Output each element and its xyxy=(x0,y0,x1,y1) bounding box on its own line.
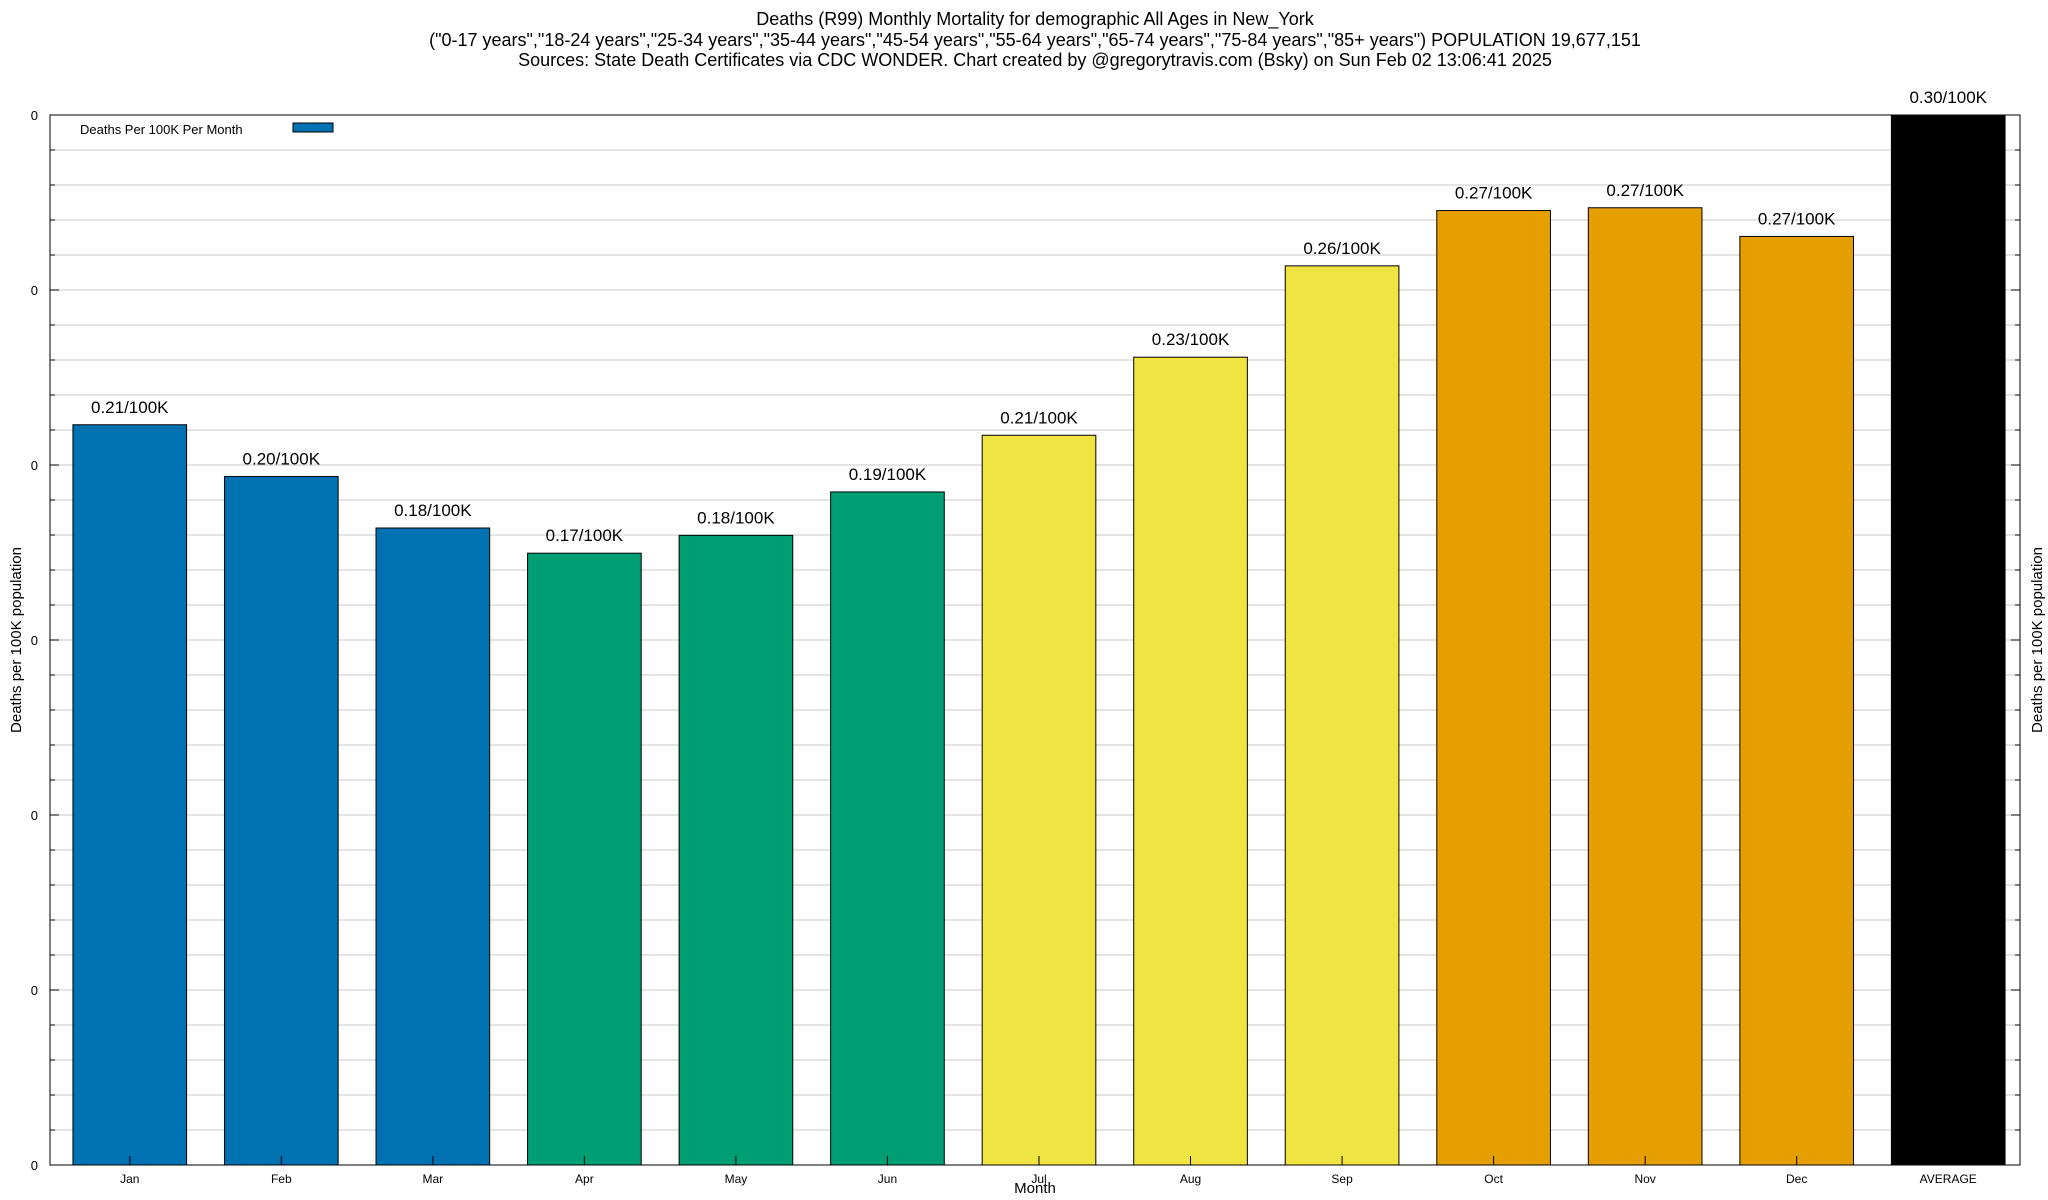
x-tick-label: Feb xyxy=(271,1172,292,1186)
title-line-1: Deaths (R99) Monthly Mortality for demog… xyxy=(756,9,1315,30)
y-tick-label: 0 xyxy=(31,283,38,298)
data-label: 0.23/100K xyxy=(1152,330,1230,349)
bar-average xyxy=(1890,114,2006,1166)
data-label: 0.27/100K xyxy=(1455,184,1533,203)
x-axis-ticks: Jan Feb Mar Apr May Jun Jul Aug Sep Oct Nov Dec AVER… xyxy=(120,1156,1977,1186)
x-axis-title: Month xyxy=(1014,1180,1056,1197)
x-tick-label: Aug xyxy=(1180,1172,1201,1186)
x-tick-label: Sep xyxy=(1331,1172,1353,1186)
x-tick-label: Apr xyxy=(575,1172,594,1186)
x-tick-label: Jan xyxy=(120,1172,139,1186)
bars xyxy=(72,114,2006,1166)
bar-oct xyxy=(1436,210,1551,1166)
y-tick-label: 0 xyxy=(31,108,38,123)
x-tick-label: Oct xyxy=(1484,1172,1503,1186)
data-label: 0.26/100K xyxy=(1303,239,1381,258)
data-label: 0.20/100K xyxy=(243,450,321,469)
x-tick-label: Mar xyxy=(423,1172,444,1186)
bar-jul xyxy=(981,434,1097,1166)
bar-dec xyxy=(1739,235,1855,1166)
x-tick-label: May xyxy=(725,1172,748,1186)
bar-jan xyxy=(72,424,188,1166)
chart-title: Deaths (R99) Monthly Mortality for demog… xyxy=(429,9,1641,70)
x-tick-label: Jun xyxy=(878,1172,897,1186)
x-tick-label: Jul xyxy=(1031,1172,1046,1186)
bar-data-labels: 0.21/100K 0.20/100K 0.18/100K 0.17/100K 0.18… xyxy=(91,88,1988,545)
data-label: 0.21/100K xyxy=(91,398,169,417)
bar-apr xyxy=(527,552,642,1166)
data-label: 0.18/100K xyxy=(394,501,472,520)
bar-aug xyxy=(1133,356,1248,1166)
title-line-3: Sources: State Death Certificates via CD… xyxy=(518,50,1552,70)
bar-may xyxy=(678,534,794,1166)
bar-feb xyxy=(223,476,339,1166)
y-tick-label: 0 xyxy=(31,808,38,823)
y-tick-label: 0 xyxy=(31,983,38,998)
y-axis-title-right: Deaths per 100K population xyxy=(2029,547,2046,733)
x-tick-label: AVERAGE xyxy=(1920,1172,1977,1186)
y-tick-label: 0 xyxy=(31,458,38,473)
data-label: 0.21/100K xyxy=(1000,408,1078,427)
data-label: 0.18/100K xyxy=(697,508,775,527)
y-axis-title-left: Deaths per 100K population xyxy=(8,547,25,733)
axis-titles: Month Deaths per 100K population Deaths pe… xyxy=(8,547,2046,1197)
x-tick-label: Nov xyxy=(1634,1172,1655,1186)
bar-mar xyxy=(375,527,491,1166)
x-tick-label: Dec xyxy=(1786,1172,1807,1186)
bar-nov xyxy=(1587,207,1703,1166)
data-label: 0.27/100K xyxy=(1758,209,1836,228)
legend-label: Deaths Per 100K Per Month xyxy=(80,122,243,137)
legend: Deaths Per 100K Per Month xyxy=(80,122,334,137)
y-axis-ticks: 0 0 0 0 0 0 0 xyxy=(31,108,2020,1173)
data-label: 0.27/100K xyxy=(1606,181,1684,200)
y-tick-label: 0 xyxy=(31,1158,38,1173)
title-line-2: ("0-17 years","18-24 years","25-34 years… xyxy=(429,30,1641,50)
data-label: 0.19/100K xyxy=(849,465,927,484)
data-label: 0.30/100K xyxy=(1909,88,1987,107)
data-label: 0.17/100K xyxy=(546,526,624,545)
bar-jun xyxy=(830,491,945,1166)
legend-swatch xyxy=(292,122,334,133)
bar-sep xyxy=(1284,265,1400,1166)
y-tick-label: 0 xyxy=(31,633,38,648)
